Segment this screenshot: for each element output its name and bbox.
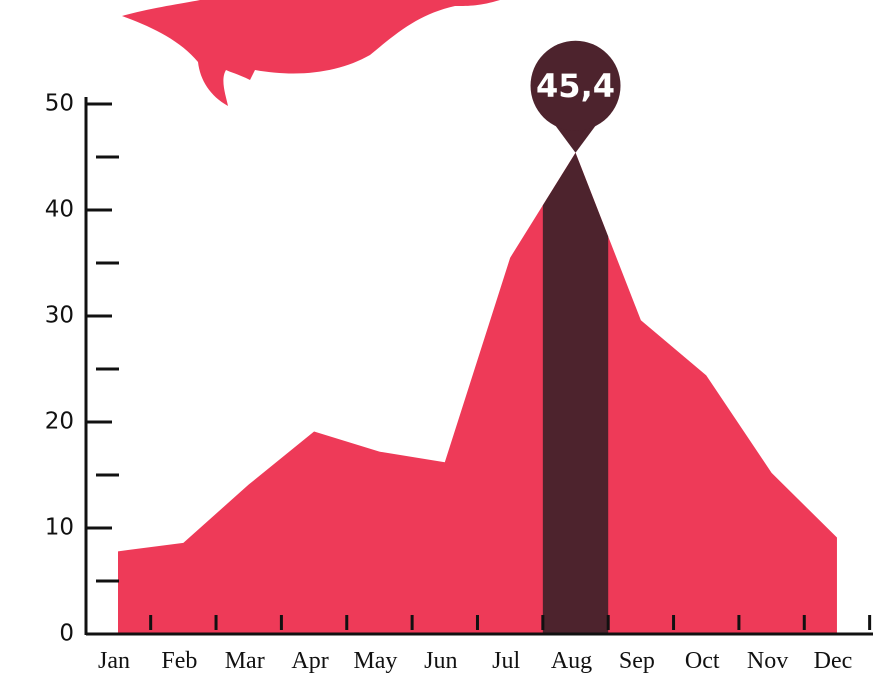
- y-tick-label: 20: [45, 409, 74, 435]
- x-tick-label: Sep: [619, 648, 655, 674]
- value-label: 45,4: [536, 67, 615, 105]
- dolphin-decoration: [122, 0, 500, 106]
- pin-marker: [555, 125, 596, 153]
- y-tick-label: 10: [45, 515, 74, 541]
- y-tick-label: 40: [45, 197, 74, 223]
- x-tick-label: Jun: [424, 648, 457, 674]
- x-tick-label: Oct: [685, 648, 720, 674]
- x-tick-label: May: [353, 648, 397, 674]
- y-tick-label: 30: [45, 303, 74, 329]
- x-tick-label: Jan: [98, 648, 130, 674]
- x-tick-label: Jul: [492, 648, 520, 674]
- y-tick-label: 0: [59, 621, 74, 647]
- x-tick-label: Mar: [225, 648, 265, 674]
- highlight-band: [542, 152, 609, 634]
- x-tick-label: Aug: [551, 648, 592, 674]
- x-tick-label: Feb: [161, 648, 197, 674]
- x-tick-label: Apr: [291, 648, 328, 674]
- x-tick-label: Dec: [814, 648, 853, 674]
- pin-marker: [530, 40, 621, 131]
- y-tick-label: 50: [45, 91, 74, 117]
- x-tick-label: Nov: [747, 648, 788, 674]
- area: [118, 152, 837, 634]
